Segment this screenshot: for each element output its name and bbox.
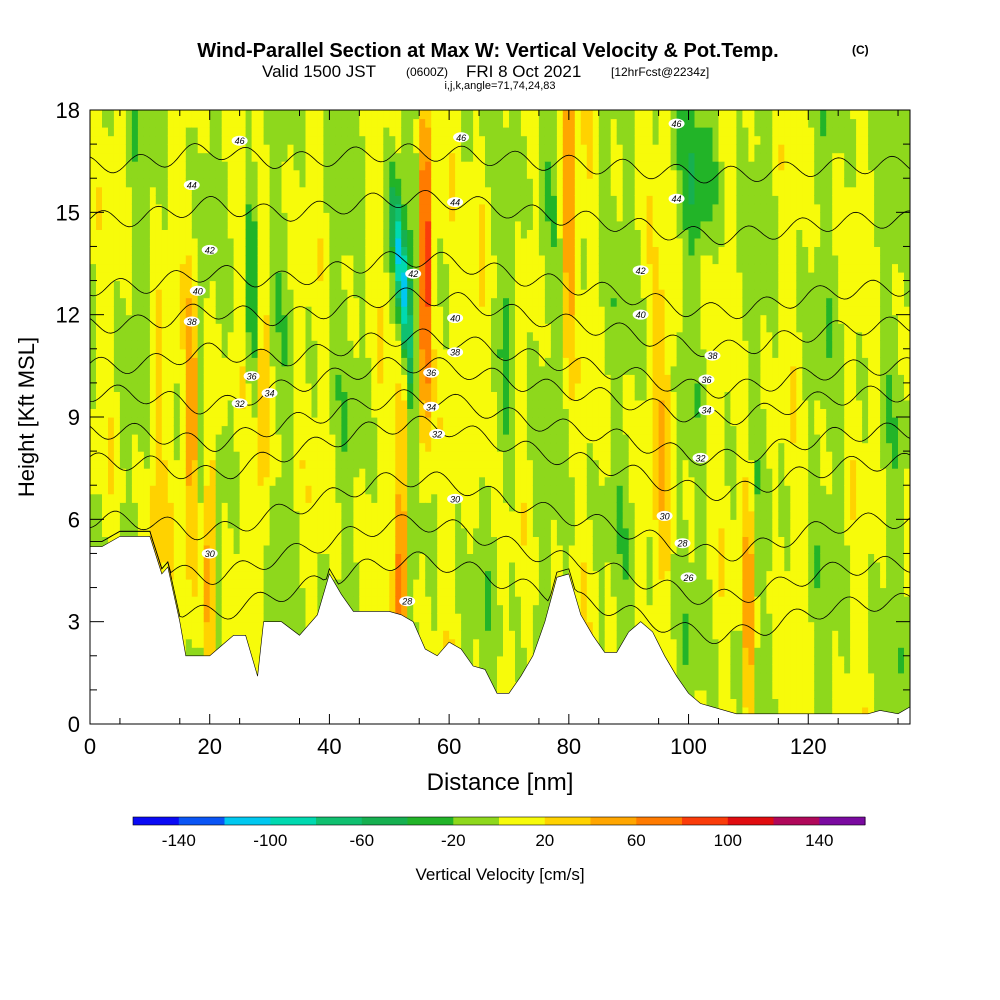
- y-tick-label: 18: [56, 98, 80, 123]
- theta-contour-28: [90, 514, 910, 605]
- colorbar-swatch: [270, 817, 317, 825]
- contour-label-32: 32: [692, 452, 709, 463]
- contour-label-44: 44: [447, 197, 464, 208]
- colorbar-tick-label: -20: [441, 831, 466, 850]
- contour-label-32: 32: [429, 429, 446, 440]
- x-tick-label: 100: [670, 734, 707, 759]
- contour-label-28: 28: [674, 538, 691, 549]
- contour-label-32: 32: [231, 398, 248, 409]
- theta-contour-46: [90, 143, 910, 184]
- contour-label-46: 46: [453, 132, 470, 143]
- theta-contour-40: [90, 287, 910, 357]
- theta-contour-42: [90, 251, 910, 320]
- x-tick-label: 20: [197, 734, 221, 759]
- indices-label: i,j,k,angle=71,74,24,83: [444, 80, 555, 92]
- contour-label-30: 30: [201, 548, 218, 559]
- chart-title: Wind-Parallel Section at Max W: Vertical…: [197, 40, 778, 62]
- theta-contour-36: [90, 357, 910, 426]
- contour-label-42: 42: [201, 244, 218, 255]
- contour-label-34: 34: [423, 401, 440, 412]
- contour-label-42: 42: [405, 268, 422, 279]
- contour-label-46: 46: [668, 118, 685, 129]
- y-axis-label: Height [Kft MSL]: [14, 337, 39, 497]
- colorbar-tick-label: -140: [162, 831, 196, 850]
- valid-date-label: FRI 8 Oct 2021: [466, 62, 581, 81]
- colorbar-swatch: [224, 817, 271, 825]
- y-tick-label: 3: [68, 610, 80, 635]
- valid-time-label: Valid 1500 JST: [262, 62, 376, 81]
- utc-time-label: (0600Z): [406, 65, 448, 79]
- theta-contour-44: [90, 189, 910, 246]
- colorbar-swatch: [316, 817, 363, 825]
- contour-label-36: 36: [698, 374, 715, 385]
- colorbar-swatch: [178, 817, 226, 825]
- y-tick-label: 0: [68, 712, 80, 737]
- theta-contour-32: [90, 415, 910, 501]
- contour-label-46: 46: [231, 135, 248, 146]
- colorbar-label: Vertical Velocity [cm/s]: [415, 865, 584, 884]
- contour-label-30: 30: [447, 493, 464, 504]
- colorbar-tick-label: -60: [350, 831, 375, 850]
- theta-contour-26: [90, 530, 910, 644]
- colorbar-swatch: [133, 817, 180, 825]
- x-tick-label: 60: [437, 734, 461, 759]
- x-tick-label: 40: [317, 734, 341, 759]
- colorbar-tick-label: 60: [627, 831, 646, 850]
- contour-label-36: 36: [423, 367, 440, 378]
- colorbar-swatch: [544, 817, 592, 825]
- contour-label-28: 28: [399, 596, 416, 607]
- colorbar-swatch: [499, 817, 546, 825]
- contour-label-34: 34: [261, 388, 278, 399]
- colorbar-tick-label: 140: [805, 831, 833, 850]
- x-tick-label: 120: [790, 734, 827, 759]
- colorbar-tick-label: 100: [714, 831, 742, 850]
- y-tick-label: 15: [56, 200, 80, 225]
- colorbar-swatch: [636, 817, 683, 825]
- copyright-mark: (C): [852, 43, 869, 57]
- colorbar: -140 -100 -60 -20 20 60 100 140: [132, 816, 866, 850]
- colorbar-swatch: [773, 817, 820, 825]
- colorbar-swatch: [453, 817, 500, 825]
- y-tick-label: 6: [68, 507, 80, 532]
- contour-label-40: 40: [447, 313, 464, 324]
- colorbar-tick-label: -100: [253, 831, 287, 850]
- theta-contour-38: [90, 328, 910, 399]
- colorbar-swatch: [361, 817, 409, 825]
- y-tick-label: 12: [56, 303, 80, 328]
- y-tick-label: 9: [68, 405, 80, 430]
- contour-label-40: 40: [632, 309, 649, 320]
- contour-label-38: 38: [447, 347, 464, 358]
- potential-temperature-contours: [90, 143, 910, 644]
- contour-label-42: 42: [632, 265, 649, 276]
- colorbar-swatch: [727, 817, 775, 825]
- contour-label-30: 30: [656, 510, 673, 521]
- colorbar-swatch: [407, 817, 454, 825]
- x-axis: 0 20 40 60 80 100 120: [84, 110, 899, 759]
- contour-label-36: 36: [243, 371, 260, 382]
- colorbar-swatch: [682, 817, 729, 825]
- x-axis-label: Distance [nm]: [427, 769, 574, 796]
- contour-label-44: 44: [183, 180, 200, 191]
- x-tick-label: 80: [557, 734, 581, 759]
- colorbar-swatch: [819, 817, 866, 825]
- theta-contour-34: [90, 389, 910, 466]
- contour-label-44: 44: [668, 193, 685, 204]
- colorbar-swatch: [590, 817, 637, 825]
- colorbar-tick-label: 20: [535, 831, 554, 850]
- x-tick-label: 0: [84, 734, 96, 759]
- contour-label-38: 38: [183, 316, 200, 327]
- vertical-velocity-field: [90, 110, 910, 724]
- contour-label-34: 34: [698, 405, 715, 416]
- theta-contour-30: [90, 471, 910, 562]
- contour-label-26: 26: [680, 572, 697, 583]
- forecast-label: [12hrFcst@2234z]: [611, 65, 709, 79]
- contour-label-40: 40: [189, 285, 206, 296]
- contour-label-38: 38: [704, 350, 721, 361]
- terrain-mask: [90, 536, 910, 724]
